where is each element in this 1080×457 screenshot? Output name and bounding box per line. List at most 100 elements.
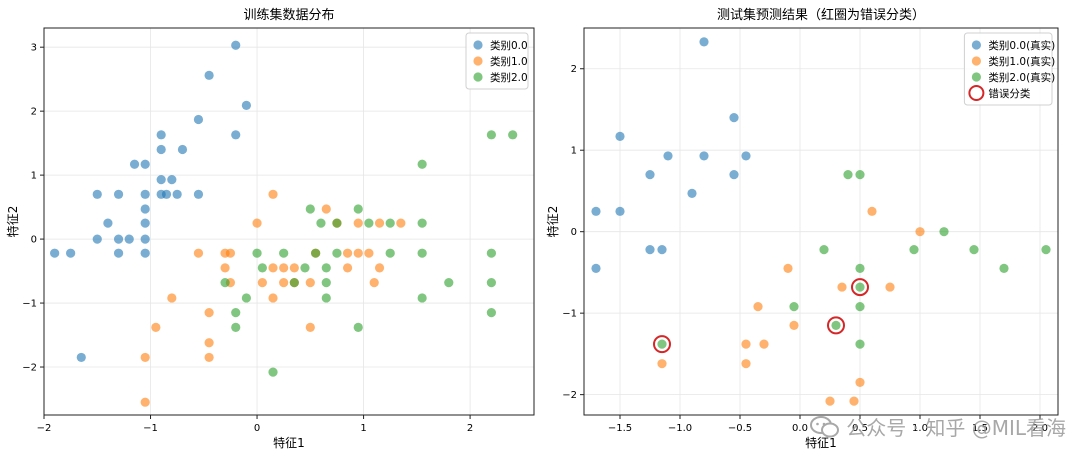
data-point-2: [885, 282, 895, 292]
data-point-3: [819, 245, 829, 255]
data-point-2: [204, 338, 214, 348]
x-tick-label: 1.0: [912, 423, 928, 434]
data-point-3: [657, 339, 667, 349]
legend-label: 类别0.0: [490, 39, 528, 52]
data-point-3: [444, 277, 454, 288]
wechat-icon: [810, 415, 840, 437]
data-point-3: [385, 218, 395, 228]
x-tick-label: 0: [254, 423, 260, 434]
data-point-2: [193, 248, 204, 258]
data-point-3: [855, 282, 865, 292]
chart-title: 测试集预测结果（红圈为错误分类）: [717, 7, 925, 23]
data-point-3: [252, 248, 262, 258]
data-point-2: [855, 377, 865, 388]
legend-label: 类别0.0(真实): [988, 39, 1055, 52]
data-point-1: [193, 189, 204, 199]
y-tick-label: −1: [562, 309, 577, 320]
x-tick-label: −2: [37, 423, 52, 434]
data-point-1: [113, 248, 124, 258]
data-point-3: [999, 263, 1009, 273]
data-point-3: [289, 277, 299, 288]
data-point-3: [353, 322, 363, 332]
data-point-3: [508, 130, 518, 140]
x-axis-label: 特征1: [273, 435, 305, 450]
y-tick-label: −2: [22, 363, 37, 374]
data-point-1: [699, 37, 709, 47]
data-point-3: [332, 218, 342, 228]
data-point-1: [193, 114, 204, 125]
data-point-3: [1041, 245, 1051, 255]
plot-frame: [43, 27, 535, 416]
y-tick-label: 0: [571, 227, 577, 238]
data-point-2: [289, 263, 299, 273]
legend: 类别0.0 类别1.0 类别2.0: [465, 32, 529, 90]
x-tick-label: 0.0: [792, 423, 808, 434]
data-point-3: [843, 170, 853, 180]
x-tick-label: 2.0: [1032, 423, 1048, 434]
x-tick-label: −0.5: [728, 423, 752, 434]
data-point-2: [305, 322, 315, 332]
data-point-1: [140, 248, 150, 258]
data-point-2: [321, 204, 331, 214]
legend-marker: [971, 56, 982, 66]
data-point-1: [687, 188, 697, 198]
y-tick-label: −2: [562, 390, 577, 401]
data-point-3: [321, 277, 331, 288]
legend-marker: [473, 56, 483, 66]
data-point-3: [486, 277, 496, 288]
data-point-2: [167, 293, 177, 303]
legend-marker: [971, 40, 982, 50]
data-point-3: [969, 245, 979, 255]
data-point-2: [268, 189, 278, 199]
data-point-3: [909, 245, 919, 255]
data-point-2: [849, 396, 859, 406]
data-point-3: [417, 159, 427, 169]
data-point-2: [257, 277, 267, 288]
data-point-2: [353, 248, 363, 258]
data-point-1: [663, 151, 673, 161]
data-point-1: [140, 159, 150, 169]
data-point-2: [741, 359, 751, 369]
y-tick-label: 0: [31, 235, 37, 246]
data-point-3: [321, 293, 331, 303]
data-point-1: [172, 189, 182, 199]
data-point-3: [486, 248, 496, 258]
y-tick-label: 2: [571, 64, 577, 75]
chart-panel-2: −1.5 −1.0 −0.5 0.0 0.5 1.0 1.5 2.0 −2 −1 0 1 2 测试集预测结…: [545, 7, 1059, 450]
data-point-1: [645, 245, 655, 255]
data-point-2: [783, 263, 793, 273]
legend-label: 类别2.0(真实): [988, 71, 1055, 84]
data-point-3: [316, 218, 326, 228]
data-point-3: [385, 248, 395, 258]
data-point-3: [257, 263, 267, 273]
data-point-2: [225, 248, 236, 258]
data-point-2: [657, 359, 667, 369]
data-point-2: [342, 263, 353, 273]
data-point-3: [855, 302, 865, 312]
data-point-1: [156, 130, 166, 140]
data-point-3: [789, 302, 799, 312]
legend-label: 类别1.0(真实): [988, 55, 1055, 68]
data-point-1: [140, 189, 150, 199]
y-axis-label: 特征2: [5, 206, 20, 238]
data-point-1: [741, 151, 751, 161]
data-point-3: [417, 293, 427, 303]
data-point-1: [231, 40, 241, 50]
data-point-3: [353, 204, 363, 214]
data-point-1: [204, 70, 214, 80]
data-point-2: [279, 263, 289, 273]
data-point-2: [140, 397, 150, 407]
data-point-1: [113, 234, 124, 244]
data-point-3: [831, 320, 841, 330]
data-point-1: [66, 248, 76, 258]
data-point-3: [231, 322, 241, 332]
data-point-2: [268, 263, 278, 273]
y-tick-label: 2: [31, 107, 37, 118]
data-point-1: [615, 131, 625, 141]
y-axis-label: 特征2: [545, 206, 560, 238]
data-point-3: [364, 218, 374, 228]
watermark: 公众号 · 知乎 @MIL看海: [810, 412, 1066, 441]
x-tick-label: 0.5: [852, 423, 868, 434]
data-point-1: [729, 170, 739, 180]
data-point-3: [855, 263, 865, 273]
